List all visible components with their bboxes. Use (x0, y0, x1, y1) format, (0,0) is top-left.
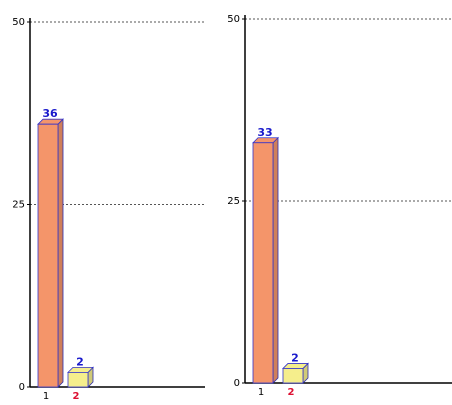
x-tick-label: 2 (73, 391, 80, 401)
y-tick-label: 25 (227, 196, 240, 207)
y-tick-label: 0 (19, 382, 25, 393)
x-tick-label: 1 (258, 387, 264, 398)
y-tick-label: 0 (234, 378, 240, 389)
value-label: 2 (76, 355, 84, 368)
bar (37, 123, 59, 388)
bar-side (57, 118, 64, 388)
bar (67, 371, 89, 388)
value-label: 2 (291, 351, 299, 364)
y-tick-label: 50 (12, 17, 25, 28)
x-tick-label: 1 (43, 391, 49, 401)
bar (252, 142, 274, 384)
value-label: 33 (257, 126, 272, 139)
value-label: 36 (42, 107, 58, 120)
y-tick-label: 50 (227, 14, 240, 25)
bar (282, 368, 304, 384)
y-tick-label: 25 (12, 200, 25, 211)
bar-side (272, 136, 279, 384)
x-tick-label: 2 (288, 387, 295, 398)
